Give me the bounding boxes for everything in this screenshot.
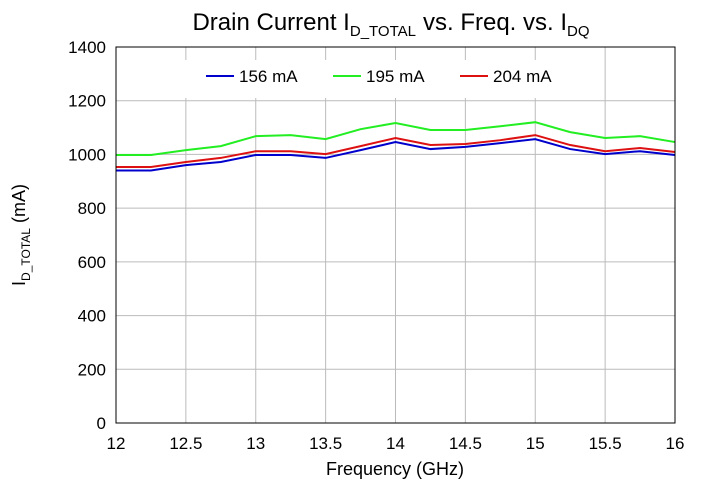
x-axis-label: Frequency (GHz) [326, 459, 464, 479]
legend-label: 204 mA [493, 67, 552, 86]
title-text: vs. Freq. vs. I [423, 9, 567, 36]
legend-box [172, 60, 604, 98]
y-label-suffix: (mA) [9, 184, 29, 223]
y-label-subscript: D_TOTAL [19, 228, 33, 281]
x-tick-label: 14.5 [449, 434, 482, 453]
grid [115, 46, 676, 424]
y-label-text: I [9, 281, 29, 286]
x-tick-label: 12 [107, 434, 126, 453]
lines [116, 121, 676, 172]
y-tick-label: 0 [97, 414, 106, 433]
x-tick-label: 13.5 [309, 434, 342, 453]
legend-label: 156 mA [239, 67, 298, 86]
y-tick-label: 1400 [68, 38, 106, 57]
series-line [116, 134, 676, 169]
plot-frame [115, 46, 676, 424]
y-tick-label: 200 [78, 360, 106, 379]
x-tick-label: 15 [526, 434, 545, 453]
title-subscript: DQ [567, 23, 590, 40]
chart-title: Drain Current ID_TOTAL vs. Freq. vs. IDQ [192, 9, 589, 40]
x-tick-label: 15.5 [589, 434, 622, 453]
x-tick-label: 16 [666, 434, 685, 453]
x-tick-label: 13 [246, 434, 265, 453]
title-text: Drain Current I [192, 9, 349, 36]
series-line [116, 138, 676, 172]
series-line [116, 121, 676, 156]
y-tick-label: 1200 [68, 92, 106, 111]
title-subscript: D_TOTAL [350, 23, 416, 40]
y-axis-label: ID_TOTAL (mA) [9, 184, 33, 286]
x-tick-label: 12.5 [169, 434, 202, 453]
y-tick-label: 1000 [68, 145, 106, 164]
legend: 156 mA 195 mA 204 mA [172, 60, 604, 98]
y-tick-label: 600 [78, 253, 106, 272]
ticks: 0 200 400 600 800 1000 1200 1400 12 12.5 13 13.5 14 1… [68, 38, 684, 453]
y-tick-label: 800 [78, 199, 106, 218]
x-tick-label: 14 [386, 434, 405, 453]
legend-label: 195 mA [366, 67, 425, 86]
y-tick-label: 400 [78, 307, 106, 326]
